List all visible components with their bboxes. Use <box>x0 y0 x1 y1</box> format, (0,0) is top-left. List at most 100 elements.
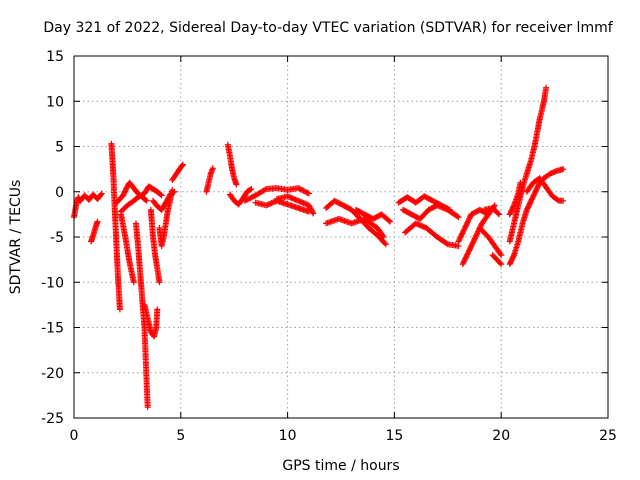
x-tick-label: 20 <box>492 428 510 444</box>
data-point <box>470 239 477 246</box>
data-point <box>466 247 473 254</box>
data-point <box>458 231 465 238</box>
data-point <box>543 84 550 91</box>
data-point <box>467 214 474 221</box>
data-point <box>157 191 164 198</box>
data-point <box>247 186 254 193</box>
data-point <box>497 260 504 267</box>
data-point <box>458 233 465 240</box>
data-point <box>179 162 186 169</box>
data-point <box>303 189 310 196</box>
data-point <box>468 242 475 249</box>
data-point <box>465 216 472 223</box>
data-point <box>457 234 464 241</box>
data-point <box>304 189 311 196</box>
data-point <box>464 251 471 258</box>
data-point <box>474 229 481 236</box>
data-point <box>462 255 469 262</box>
data-point <box>497 250 504 257</box>
data-point <box>461 257 468 264</box>
data-point <box>300 187 307 194</box>
data-point <box>463 220 470 227</box>
data-point <box>468 243 475 250</box>
data-point <box>158 192 165 199</box>
data-point <box>455 238 462 245</box>
data-point <box>463 222 470 229</box>
data-point <box>560 166 567 173</box>
x-tick-labels: 0 5 10 15 20 25 <box>70 428 617 444</box>
x-axis-label: GPS time / hours <box>282 458 399 474</box>
data-point <box>455 214 462 221</box>
data-point <box>473 232 480 239</box>
data-point <box>241 197 248 204</box>
data-point <box>461 258 468 265</box>
x-tick-label: 0 <box>70 428 79 444</box>
data-point <box>261 186 268 193</box>
y-tick-label: 15 <box>46 49 64 65</box>
data-point <box>387 218 394 225</box>
data-point <box>463 253 470 260</box>
data-point <box>466 246 473 253</box>
data-point <box>248 194 255 201</box>
data-point <box>510 253 517 260</box>
axis-ticks <box>73 55 609 419</box>
chart-title: Day 321 of 2022, Sidereal Day-to-day VTE… <box>43 20 613 36</box>
data-point <box>472 234 479 240</box>
data-point <box>98 190 105 197</box>
y-tick-labels: -25 -20 -15 -10 -5 0 5 10 15 <box>41 49 64 427</box>
data-point <box>462 223 469 230</box>
y-tick-label: -25 <box>41 411 64 427</box>
data-point <box>97 191 104 198</box>
y-tick-label: 0 <box>55 185 64 201</box>
data-point <box>248 186 255 193</box>
x-tick-label: 10 <box>279 428 297 444</box>
y-tick-label: -10 <box>41 275 64 291</box>
data-point <box>494 210 501 217</box>
data-point <box>154 306 161 313</box>
data-point <box>94 218 101 225</box>
y-axis-label: SDTVAR / TECUs <box>8 180 24 295</box>
data-point <box>471 235 478 242</box>
data-point <box>305 190 312 197</box>
data-point <box>464 219 471 226</box>
data-point <box>144 404 151 411</box>
y-tick-label: -20 <box>41 366 64 382</box>
data-point <box>301 188 308 195</box>
data-point <box>471 236 478 243</box>
y-tick-label: -5 <box>50 230 64 246</box>
data-point <box>233 181 240 188</box>
data-point <box>385 217 392 224</box>
data-point <box>465 218 472 225</box>
data-point <box>459 230 466 237</box>
data-point <box>467 244 474 251</box>
y-tick-label: 5 <box>55 140 64 156</box>
data-point <box>179 161 186 168</box>
x-tick-label: 15 <box>385 428 403 444</box>
x-tick-label: 5 <box>176 428 185 444</box>
data-point <box>456 235 463 242</box>
data-point <box>309 209 316 216</box>
data-point <box>310 210 317 217</box>
data-point <box>459 261 466 268</box>
x-tick-label: 25 <box>599 428 617 444</box>
data-point <box>381 240 388 247</box>
data-point <box>464 250 471 257</box>
data-point <box>245 195 252 202</box>
data-point <box>209 165 216 172</box>
data-point <box>466 215 473 222</box>
data-point <box>498 261 505 268</box>
data-point <box>560 197 567 204</box>
data-point <box>382 241 389 248</box>
data-point <box>156 279 163 286</box>
data-point <box>461 226 468 233</box>
data-point <box>454 213 461 220</box>
data-point <box>379 232 386 239</box>
data-point <box>243 197 250 204</box>
data-point <box>296 185 303 192</box>
data-point <box>461 224 468 231</box>
data-point <box>299 187 306 194</box>
data-point <box>443 240 450 247</box>
data-point <box>462 254 469 261</box>
data-point <box>142 196 149 203</box>
